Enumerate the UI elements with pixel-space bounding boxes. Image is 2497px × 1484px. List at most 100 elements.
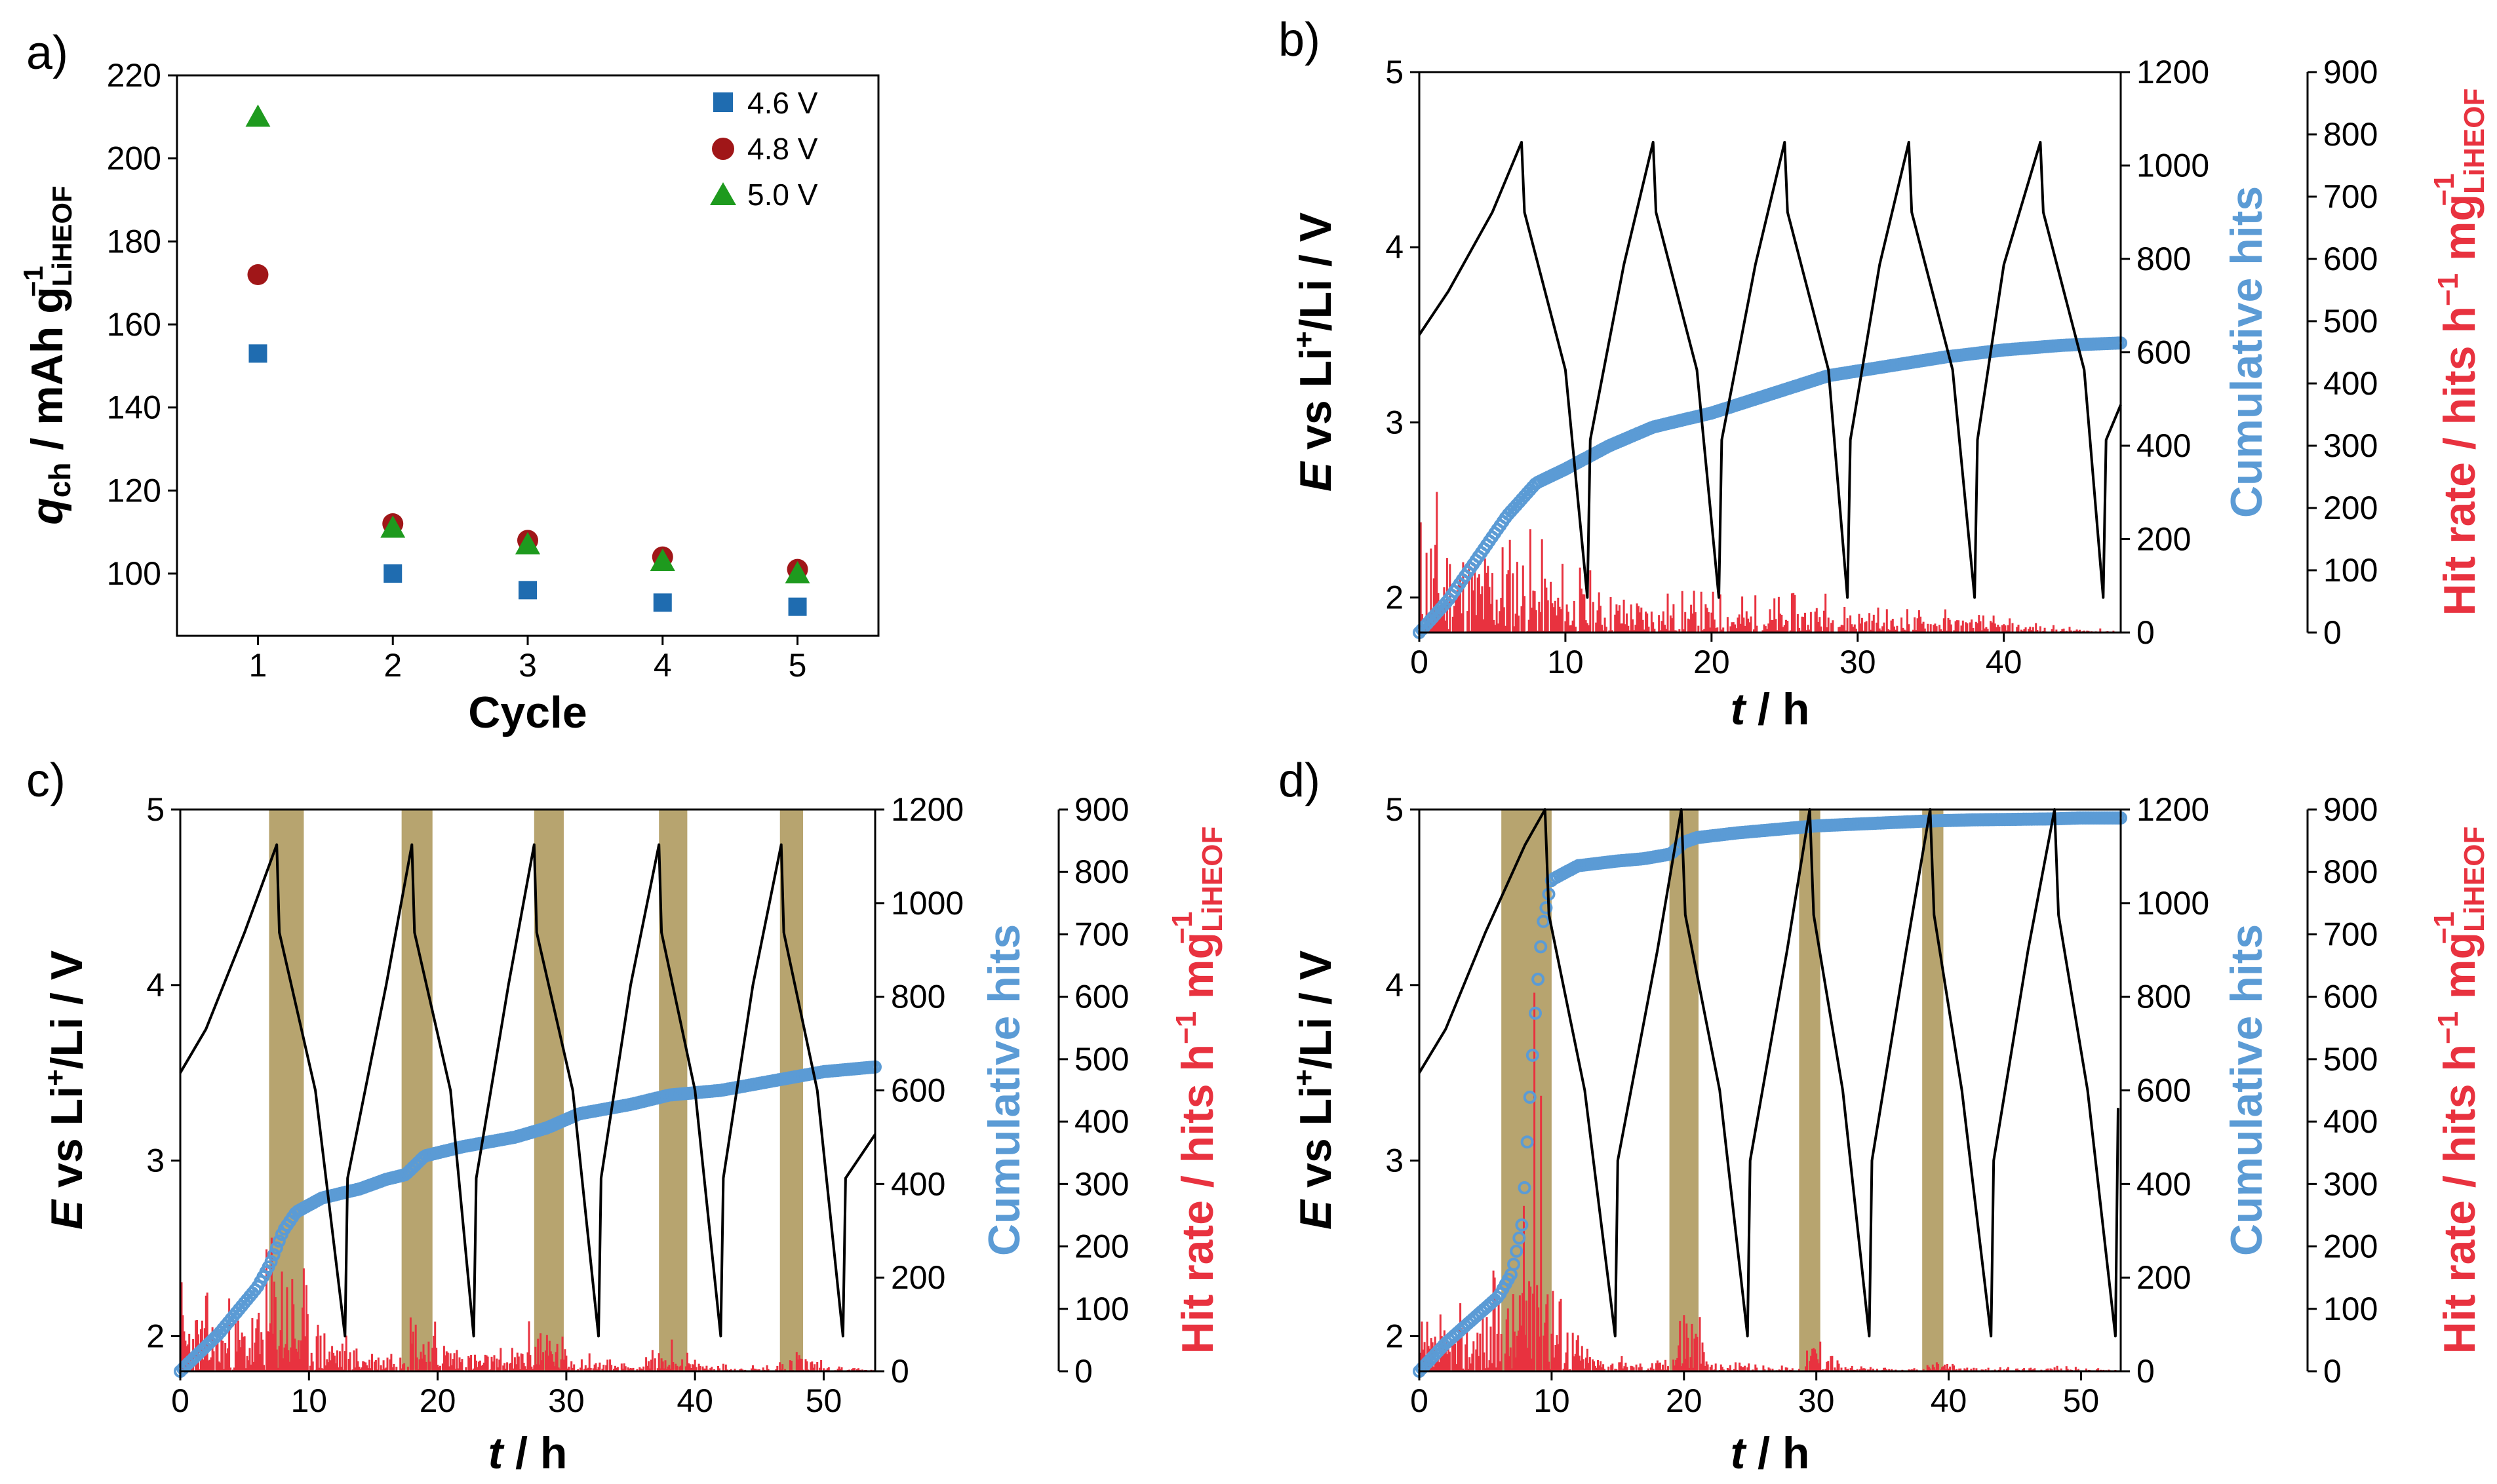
y2-tick-label: 600 <box>2136 334 2191 371</box>
cumulative-hit-point <box>1539 901 1553 914</box>
panel-b-y2label: Cumulative hits <box>2222 186 2271 518</box>
panel-b-y3label: Hit rate / hits h−1 mgLiHEOF−1 <box>2428 88 2490 616</box>
x-tick-label: 4 <box>654 647 672 684</box>
y-tick-label: 100 <box>107 555 161 592</box>
y3-tick-label: 800 <box>1074 853 1129 890</box>
y1-tick-label: 2 <box>1385 579 1404 616</box>
y3-tick-label: 800 <box>2323 853 2378 890</box>
panel-c-y2label: Cumulative hits <box>979 924 1029 1256</box>
y2-tick-label: 0 <box>891 1353 909 1390</box>
panel-a-plot: 1 2 3 4 5 100 120 140 160 180 200 220 <box>107 57 810 684</box>
x-tick-label: 0 <box>1410 644 1428 680</box>
x-tick-label: 10 <box>290 1382 327 1419</box>
legend-label-4p6: 4.6 V <box>747 86 818 120</box>
cumulative-hit-point <box>1534 940 1548 954</box>
panel-label-a: a) <box>26 27 68 79</box>
point-5p0 <box>380 515 406 538</box>
x-tick-label: 50 <box>806 1382 842 1419</box>
y3-tick-label: 200 <box>2323 490 2378 526</box>
x-tick-label: 50 <box>2063 1382 2100 1419</box>
potential-curve <box>1418 140 2122 599</box>
shaded-region <box>401 810 433 1371</box>
y-tick-label: 180 <box>107 223 161 260</box>
panel-d-plot: 0 10 20 30 40 5023450200400600800100012000100… <box>1385 791 2378 1419</box>
x-tick-label: 40 <box>1931 1382 1967 1419</box>
cumulative-hit-point <box>269 1241 283 1255</box>
y3-tick-label: 600 <box>2323 241 2378 277</box>
legend-label-4p8: 4.8 V <box>747 132 818 166</box>
x-tick-label: 3 <box>519 647 537 684</box>
y3-tick-label: 300 <box>1074 1165 1129 1202</box>
panel-c-xlabel: t / h <box>488 1428 568 1478</box>
panel-c: c) 0 10 20 30 40 5023450200400600800100012000… <box>26 754 1229 1478</box>
cumulative-hit-point <box>1529 1006 1542 1020</box>
y3-tick-label: 0 <box>1074 1353 1093 1390</box>
y3-tick-label: 700 <box>2323 916 2378 952</box>
y2-tick-label: 200 <box>891 1259 945 1296</box>
point-4p8 <box>247 264 269 285</box>
y2-tick-label: 1200 <box>2136 791 2209 828</box>
y3-tick-label: 200 <box>1074 1228 1129 1265</box>
point-4p6 <box>383 564 403 583</box>
panel-d-xlabel: t / h <box>1731 1428 1810 1478</box>
x-tick-label: 5 <box>789 647 807 684</box>
cumulative-hit-point <box>1520 1135 1534 1149</box>
point-5p0 <box>515 532 540 555</box>
cumulative-hit-point <box>1515 1218 1529 1232</box>
panel-a: a) 1 2 3 4 5 100 120 140 160 180 200 220 Cycle qch … <box>18 27 880 737</box>
y2-tick-label: 400 <box>2136 1165 2191 1202</box>
y1-tick-label: 5 <box>146 791 165 828</box>
shaded-region <box>269 810 304 1371</box>
y2-tick-label: 1000 <box>891 885 964 922</box>
y3-tick-label: 600 <box>2323 979 2378 1015</box>
y1-tick-label: 4 <box>1385 967 1404 1004</box>
panel-d-y2label: Cumulative hits <box>2222 924 2271 1256</box>
y3-tick-label: 500 <box>1074 1041 1129 1078</box>
y2-tick-label: 800 <box>891 979 945 1015</box>
panel-a-xlabel: Cycle <box>468 688 587 737</box>
cumulative-hit-point <box>272 1234 286 1248</box>
x-tick-label: 2 <box>383 647 402 684</box>
cumulative-hit-point <box>267 1248 281 1262</box>
y2-tick-label: 200 <box>2136 1259 2191 1296</box>
y2-tick-label: 1200 <box>891 791 964 828</box>
y2-tick-label: 600 <box>2136 1072 2191 1109</box>
x-tick-label: 20 <box>1693 644 1730 680</box>
y1-tick-label: 4 <box>1385 229 1404 265</box>
panel-b: b) 0 10 20 30 40 2 3 4 5 0 200 400 600 800 1000 1200 0 10… <box>1278 14 2490 734</box>
y-tick-label: 140 <box>107 389 161 426</box>
x-tick-label: 40 <box>677 1382 713 1419</box>
y3-tick-label: 900 <box>2323 54 2378 90</box>
x-tick-label: 30 <box>548 1382 585 1419</box>
y3-tick-label: 500 <box>2323 303 2378 340</box>
y2-tick-label: 1000 <box>2136 885 2209 922</box>
panel-a-frame <box>176 74 880 637</box>
y2-tick-label: 1200 <box>2136 54 2209 90</box>
y-tick-label: 160 <box>107 306 161 343</box>
y2-tick-label: 400 <box>891 1165 945 1202</box>
y3-tick-label: 400 <box>2323 365 2378 402</box>
y3-tick-label: 800 <box>2323 116 2378 153</box>
y1-tick-label: 5 <box>1385 791 1404 828</box>
y3-tick-label: 100 <box>2323 1291 2378 1327</box>
panel-a-legend: 4.6 V 4.8 V 5.0 V <box>710 86 818 212</box>
y-tick-label: 120 <box>107 472 161 509</box>
y3-tick-label: 300 <box>2323 1165 2378 1202</box>
panel-label-b: b) <box>1278 14 1320 66</box>
panel-label-c: c) <box>26 754 66 807</box>
legend-marker-4p6 <box>713 92 733 112</box>
y1-tick-label: 5 <box>1385 54 1404 90</box>
y3-tick-label: 0 <box>2323 614 2342 651</box>
legend-marker-4p8 <box>712 138 734 160</box>
shaded-region <box>534 810 564 1371</box>
cumulative-hit-point <box>1510 1244 1524 1258</box>
y1-tick-label: 4 <box>146 967 165 1004</box>
x-tick-label: 10 <box>1547 644 1584 680</box>
y-tick-label: 220 <box>107 57 161 94</box>
panel-c-y3label: Hit rate / hits h−1 mgLiHEOF−1 <box>1166 827 1229 1354</box>
y3-tick-label: 700 <box>2323 178 2378 215</box>
panel-d-y3label: Hit rate / hits h−1 mgLiHEOF−1 <box>2428 827 2490 1354</box>
cumulative-hit-point <box>1523 1090 1537 1104</box>
panel-c-plot: 0 10 20 30 40 5023450200400600800100012000100… <box>146 791 1129 1419</box>
y3-tick-label: 900 <box>2323 791 2378 828</box>
